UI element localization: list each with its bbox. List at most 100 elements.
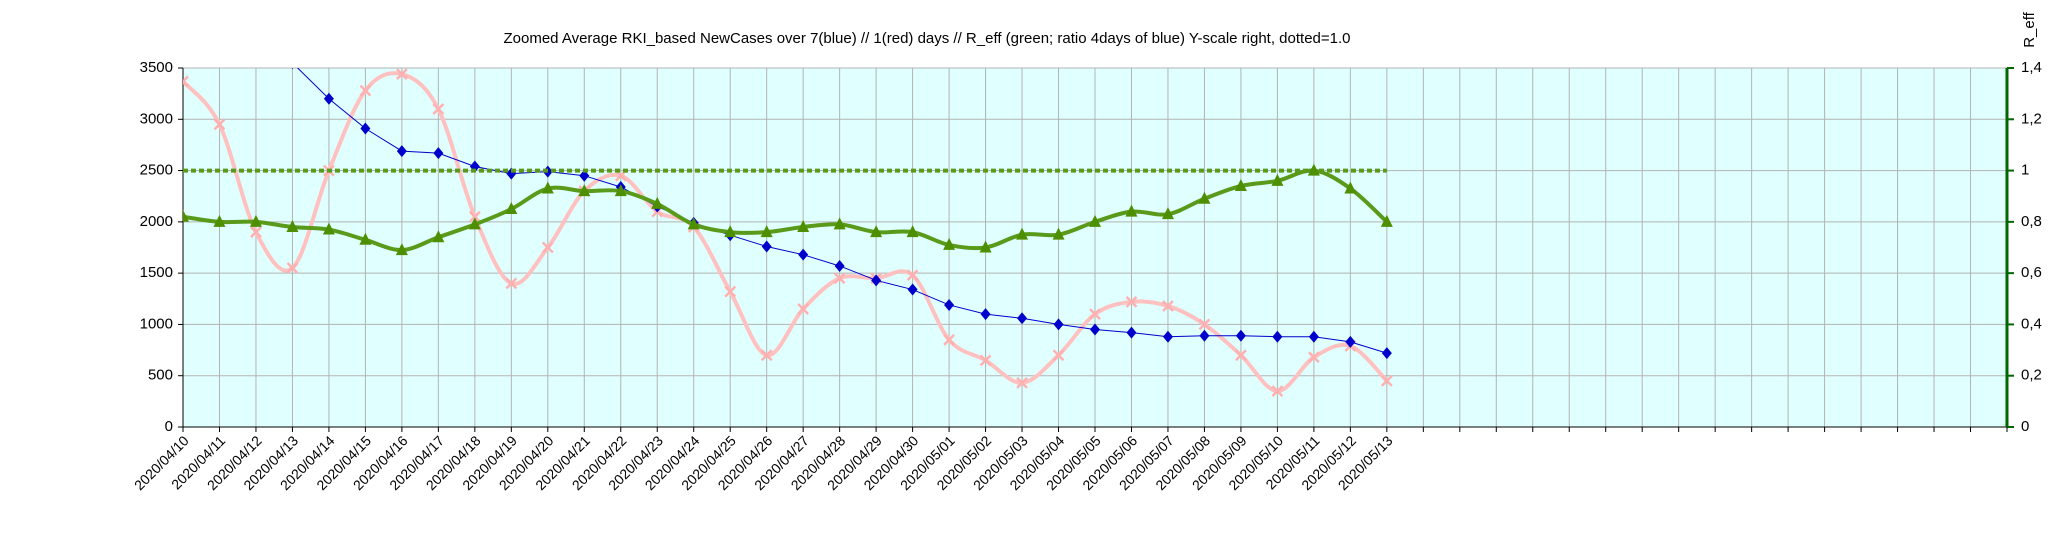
data-point bbox=[1126, 326, 1137, 339]
data-point bbox=[1161, 207, 1174, 220]
data-point bbox=[833, 217, 846, 230]
data-point bbox=[944, 298, 955, 311]
data-point bbox=[943, 333, 955, 346]
data-point bbox=[250, 226, 262, 238]
data-point bbox=[1089, 308, 1101, 321]
y2-tick-label: 1,2 bbox=[2021, 110, 2042, 127]
data-point bbox=[578, 184, 591, 197]
y-tick-label: 3500 bbox=[140, 59, 173, 76]
data-point bbox=[322, 222, 335, 235]
data-point bbox=[1271, 173, 1284, 186]
data-point bbox=[1052, 349, 1065, 362]
data-point bbox=[651, 196, 664, 209]
series-line bbox=[296, 68, 1387, 354]
data-point bbox=[432, 230, 445, 243]
data-point bbox=[871, 274, 882, 287]
data-point bbox=[1198, 318, 1211, 331]
data-point bbox=[687, 217, 700, 230]
data-point bbox=[906, 269, 919, 282]
data-point bbox=[541, 181, 554, 194]
data-point bbox=[468, 217, 481, 230]
data-point bbox=[1380, 374, 1393, 387]
y-tick-label: 1000 bbox=[140, 315, 173, 332]
data-point bbox=[833, 272, 846, 285]
data-point bbox=[1125, 204, 1138, 217]
data-point bbox=[433, 147, 444, 160]
data-point bbox=[249, 214, 262, 227]
y-tick-label: 500 bbox=[148, 367, 173, 384]
data-point bbox=[1016, 227, 1029, 240]
data-point bbox=[1053, 318, 1064, 331]
data-point bbox=[1308, 330, 1319, 343]
y2-tick-label: 0,6 bbox=[2021, 264, 2042, 281]
data-point bbox=[1235, 329, 1246, 342]
data-point bbox=[870, 225, 883, 238]
data-point bbox=[505, 277, 518, 290]
series-line bbox=[183, 168, 1389, 253]
data-point bbox=[396, 145, 407, 158]
data-point bbox=[1162, 300, 1174, 312]
data-point bbox=[979, 354, 992, 367]
data-point bbox=[291, 68, 294, 69]
data-point bbox=[1016, 377, 1028, 389]
data-point bbox=[1017, 312, 1028, 325]
data-point bbox=[907, 283, 918, 296]
data-point bbox=[395, 68, 408, 81]
data-point bbox=[1381, 347, 1392, 360]
y2-tick-label: 0,2 bbox=[2021, 367, 2042, 384]
data-point bbox=[1198, 191, 1211, 204]
data-point bbox=[360, 122, 371, 135]
y-tick-label: 2500 bbox=[140, 162, 173, 179]
y2-tick-label: 0 bbox=[2021, 418, 2029, 435]
data-point bbox=[251, 21, 261, 33]
y2-tick-label: 0,4 bbox=[2021, 315, 2042, 332]
data-point bbox=[760, 349, 773, 362]
data-point bbox=[541, 241, 554, 254]
data-point bbox=[213, 118, 226, 131]
data-point bbox=[579, 169, 590, 182]
data-point bbox=[724, 285, 737, 298]
data-point bbox=[1162, 330, 1173, 343]
data-point bbox=[432, 103, 445, 115]
data-point bbox=[797, 219, 810, 232]
data-point bbox=[1344, 181, 1357, 194]
data-point bbox=[943, 237, 956, 250]
data-point bbox=[323, 92, 334, 105]
data-point bbox=[614, 184, 627, 197]
chart-title: Zoomed Average RKI_based NewCases over 7… bbox=[503, 30, 1350, 47]
data-point bbox=[286, 219, 299, 232]
y-tick-label: 2000 bbox=[140, 213, 173, 230]
data-point bbox=[1052, 227, 1065, 240]
y-tick-label: 3000 bbox=[140, 110, 173, 127]
data-point bbox=[213, 214, 226, 227]
data-point bbox=[1199, 329, 1210, 342]
y2-tick-label: 1,4 bbox=[2021, 59, 2042, 76]
data-point bbox=[761, 240, 772, 253]
y-tick-label: 1500 bbox=[140, 264, 173, 281]
plot-area bbox=[183, 0, 1393, 397]
data-point bbox=[468, 210, 481, 223]
data-point bbox=[359, 84, 372, 97]
data-point bbox=[1234, 178, 1247, 191]
data-point bbox=[1272, 330, 1283, 343]
data-point bbox=[724, 225, 737, 238]
data-point bbox=[760, 225, 773, 238]
data-point bbox=[834, 259, 845, 272]
data-point bbox=[214, 0, 224, 2]
data-point bbox=[1307, 351, 1320, 364]
data-point bbox=[1125, 295, 1138, 308]
data-point bbox=[395, 243, 408, 256]
y2-tick-label: 1 bbox=[2021, 162, 2029, 179]
data-point bbox=[1089, 214, 1101, 227]
data-point bbox=[1271, 385, 1284, 397]
data-point bbox=[797, 303, 810, 315]
data-point bbox=[980, 308, 991, 321]
data-point bbox=[183, 209, 189, 222]
data-point bbox=[183, 75, 189, 88]
data-point bbox=[1345, 335, 1356, 348]
data-point bbox=[359, 232, 372, 245]
y2-axis-title: R_eff bbox=[2021, 11, 2038, 47]
data-point bbox=[505, 202, 518, 215]
data-point bbox=[1235, 349, 1247, 362]
